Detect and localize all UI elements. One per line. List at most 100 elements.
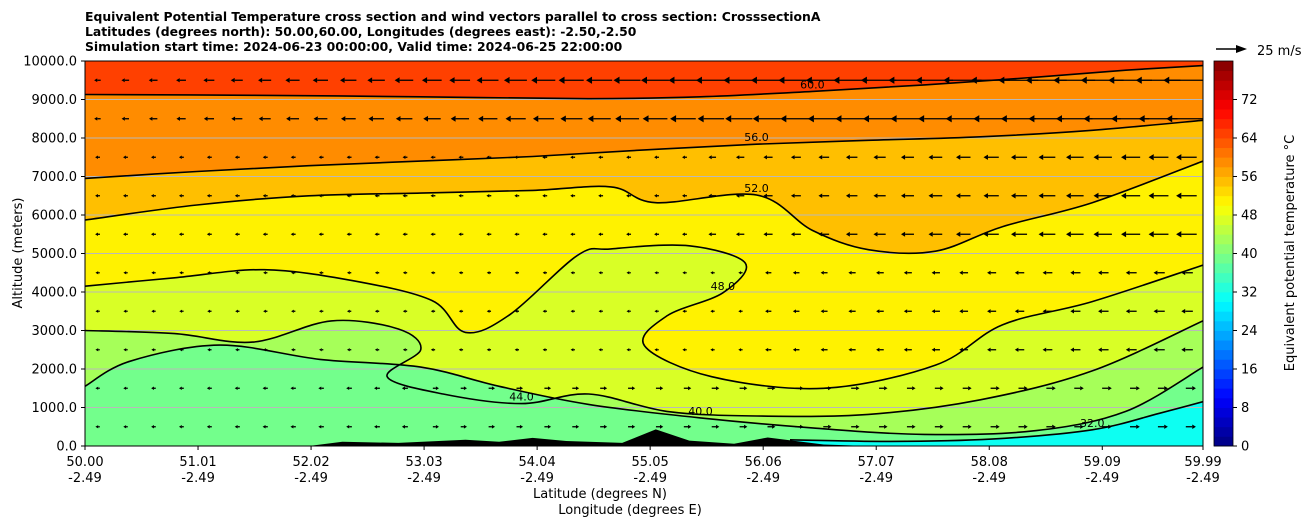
wind-vector-head <box>833 76 840 84</box>
wind-vector <box>505 115 526 122</box>
wind-vector <box>835 115 866 123</box>
wind-vector <box>123 348 128 352</box>
colorbar-band <box>1214 61 1233 72</box>
wind-vector-head <box>476 76 483 84</box>
colorbar-band <box>1214 359 1233 370</box>
title-line-3: Simulation start time: 2024-06-23 00:00:… <box>85 39 623 54</box>
wind-vector <box>792 309 800 314</box>
wind-vector <box>642 115 668 123</box>
wind-vector-head <box>207 271 211 275</box>
colorbar-band <box>1214 186 1233 197</box>
x-tick-label-lat: 56.06 <box>745 455 782 470</box>
wind-vector <box>374 194 380 198</box>
colorbar-band <box>1214 176 1233 187</box>
wind-vector-head <box>1153 347 1158 353</box>
wind-vector-head <box>1014 309 1019 314</box>
wind-vector-head <box>1038 192 1044 199</box>
wind-vector-head <box>291 348 294 352</box>
colorbar-tick-label: 0 <box>1241 440 1249 455</box>
wind-vector <box>956 154 971 160</box>
wind-vector-head <box>876 347 880 352</box>
wind-vector-head <box>542 232 546 236</box>
wind-vector-head <box>1052 386 1056 391</box>
wind-vector <box>851 424 860 429</box>
wind-vector-head <box>670 115 677 123</box>
x-tick-label-lat: 50.00 <box>66 455 103 470</box>
y-tick-label: 0.0 <box>56 440 77 455</box>
wind-vector-head <box>514 232 518 236</box>
wind-vector <box>179 348 184 352</box>
wind-vector-head <box>1000 115 1007 123</box>
x-tick-label-lat: 53.03 <box>405 455 442 470</box>
wind-vector-head <box>682 309 686 313</box>
wind-vector <box>234 155 240 159</box>
title-line-1: Equivalent Potential Temperature cross s… <box>85 9 821 24</box>
wind-vector <box>655 424 664 429</box>
wind-vector <box>1014 270 1025 275</box>
wind-vector <box>402 232 408 236</box>
wind-vector-head <box>918 115 925 123</box>
wind-vector-head <box>486 232 490 236</box>
wind-vector-head <box>1136 386 1140 391</box>
wind-vector <box>290 386 296 391</box>
wind-vector <box>1038 154 1056 161</box>
wind-vector-head <box>401 386 405 391</box>
wind-vector-head <box>291 271 294 275</box>
wind-vector-head <box>560 115 566 123</box>
wind-vector <box>179 271 184 275</box>
contour-label-48: 48.0 <box>711 280 736 293</box>
wind-vector-head <box>1038 231 1044 238</box>
wind-vector <box>318 424 324 429</box>
wind-vector-head <box>820 309 824 314</box>
wind-vector <box>710 348 715 352</box>
wind-vector-head <box>95 309 99 313</box>
colorbar-band <box>1214 109 1233 120</box>
wind-vector-head <box>263 271 266 275</box>
wind-vector <box>1102 386 1112 391</box>
wind-vector-head <box>1028 115 1035 123</box>
colorbar: 0 8 16 24 32 40 48 56 64 72 <box>1213 60 1258 455</box>
wind-vector <box>318 386 324 391</box>
wind-vector-head <box>486 271 490 275</box>
wind-vector-head <box>598 232 602 236</box>
wind-vector-head <box>828 424 832 429</box>
wind-vector-head <box>828 386 832 391</box>
wind-vector-head <box>956 193 961 199</box>
wind-vector <box>570 348 575 352</box>
contour-line-44 <box>85 319 1203 418</box>
wind-vector-head <box>956 154 961 160</box>
wind-vector <box>430 194 436 198</box>
wind-vector-head <box>587 115 594 123</box>
wind-vector <box>739 386 748 391</box>
wind-vector-head <box>1098 309 1102 314</box>
wind-vector <box>1011 193 1028 199</box>
wind-vector <box>503 76 527 84</box>
wind-vector-head <box>207 309 211 313</box>
wind-vector-head <box>631 424 636 429</box>
wind-vector <box>598 348 603 352</box>
wind-vector-head <box>1038 154 1044 161</box>
wind-vector <box>258 77 272 83</box>
wind-vector-head <box>347 348 350 352</box>
wind-vector <box>430 271 436 275</box>
wind-vector-head <box>374 232 378 236</box>
wind-vector-head <box>178 155 182 159</box>
wind-vector <box>626 348 631 352</box>
wind-vector <box>123 309 128 313</box>
colorbar-band <box>1214 388 1233 399</box>
wind-vector-head <box>178 194 182 198</box>
colorbar-tick-label: 32 <box>1241 286 1258 301</box>
wind-vector <box>792 347 800 352</box>
wind-vector <box>906 424 916 429</box>
wind-vector <box>873 231 886 237</box>
wind-vector <box>890 115 923 123</box>
wind-vector-head <box>1121 192 1127 199</box>
wind-vector-head <box>631 386 636 391</box>
wind-vector-head <box>820 270 824 275</box>
wind-vector <box>1014 309 1025 314</box>
x-tick-label-lat: 52.02 <box>292 455 329 470</box>
wind-vector-head <box>1166 115 1173 123</box>
wind-vector <box>879 386 888 391</box>
y-axis-ticks: 0.0 1000.0 2000.0 3000.0 4000.0 5000.0 6000.0 7… <box>23 55 85 455</box>
wind-vector <box>1011 231 1028 237</box>
